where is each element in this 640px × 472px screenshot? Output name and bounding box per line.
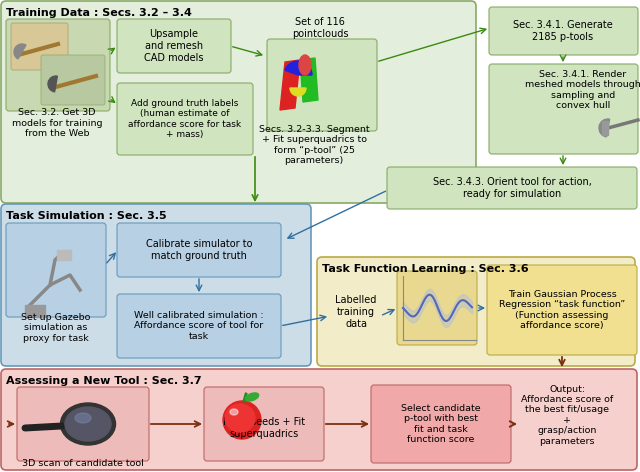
- Ellipse shape: [230, 409, 238, 415]
- FancyBboxPatch shape: [6, 223, 106, 317]
- FancyBboxPatch shape: [117, 294, 281, 358]
- Text: Secs. 3.2-3.3. Segment
+ Fit superquadrics to
form “p-tool” (25
parameters): Secs. 3.2-3.3. Segment + Fit superquadri…: [259, 125, 369, 165]
- FancyBboxPatch shape: [387, 167, 637, 209]
- FancyBboxPatch shape: [6, 19, 110, 111]
- FancyBboxPatch shape: [317, 257, 635, 366]
- FancyBboxPatch shape: [371, 385, 511, 463]
- Ellipse shape: [225, 404, 255, 432]
- FancyBboxPatch shape: [487, 265, 637, 355]
- FancyBboxPatch shape: [204, 387, 324, 461]
- Wedge shape: [48, 76, 58, 92]
- FancyBboxPatch shape: [397, 271, 477, 345]
- Text: Upsample
and remesh
CAD models: Upsample and remesh CAD models: [144, 29, 204, 63]
- Wedge shape: [599, 119, 609, 137]
- Wedge shape: [285, 61, 312, 75]
- FancyBboxPatch shape: [489, 64, 638, 154]
- Text: Sec. 3.4.3. Orient tool for action,
ready for simulation: Sec. 3.4.3. Orient tool for action, read…: [433, 177, 591, 199]
- FancyBboxPatch shape: [117, 19, 231, 73]
- Ellipse shape: [245, 393, 259, 401]
- Text: Sec. 3.2. Get 3D
models for training
from the Web: Sec. 3.2. Get 3D models for training fro…: [12, 108, 102, 138]
- Bar: [602, 121, 608, 135]
- Text: Labelled
training
data: Labelled training data: [335, 295, 377, 329]
- Text: Select candidate
p-tool with best
fit and task
function score: Select candidate p-tool with best fit an…: [401, 404, 481, 444]
- FancyBboxPatch shape: [41, 55, 105, 105]
- Text: Task Function Learning : Sec. 3.6: Task Function Learning : Sec. 3.6: [322, 264, 529, 274]
- Text: Training Data : Secs. 3.2 – 3.4: Training Data : Secs. 3.2 – 3.4: [6, 8, 192, 18]
- Text: Well calibrated simulation :
Affordance score of tool for
task: Well calibrated simulation : Affordance …: [134, 311, 264, 341]
- FancyBboxPatch shape: [1, 1, 476, 203]
- Ellipse shape: [61, 403, 115, 445]
- FancyBboxPatch shape: [489, 7, 638, 55]
- Text: Train Gaussian Process
Regression “task function”
(Function assessing
affordance: Train Gaussian Process Regression “task …: [499, 290, 625, 330]
- FancyBboxPatch shape: [117, 83, 253, 155]
- Wedge shape: [14, 44, 26, 59]
- Bar: [25, 305, 45, 317]
- FancyBboxPatch shape: [267, 39, 377, 131]
- Polygon shape: [300, 58, 318, 102]
- Text: Sec. 3.4.1. Render
meshed models through
sampling and
convex hull: Sec. 3.4.1. Render meshed models through…: [525, 70, 640, 110]
- Ellipse shape: [223, 401, 261, 439]
- Text: Set of 116
pointclouds: Set of 116 pointclouds: [292, 17, 348, 39]
- Ellipse shape: [65, 407, 111, 441]
- FancyBboxPatch shape: [1, 369, 637, 470]
- FancyBboxPatch shape: [17, 387, 149, 461]
- Polygon shape: [280, 60, 300, 110]
- Text: Sec. 3.4.1. Generate
2185 p-tools: Sec. 3.4.1. Generate 2185 p-tools: [513, 20, 613, 42]
- Text: Set up Gazebo
simulation as
proxy for task: Set up Gazebo simulation as proxy for ta…: [21, 313, 91, 343]
- Text: 3D scan of candidate tool: 3D scan of candidate tool: [22, 460, 144, 469]
- Ellipse shape: [75, 413, 91, 423]
- Wedge shape: [290, 88, 306, 96]
- FancyBboxPatch shape: [117, 223, 281, 277]
- Text: Add ground truth labels
(human estimate of
affordance score for task
+ mass): Add ground truth labels (human estimate …: [129, 99, 241, 139]
- Text: Assessing a New Tool : Sec. 3.7: Assessing a New Tool : Sec. 3.7: [6, 376, 202, 386]
- Bar: [57, 250, 71, 260]
- Ellipse shape: [299, 55, 311, 75]
- Text: Calibrate simulator to
match ground truth: Calibrate simulator to match ground trut…: [146, 239, 252, 261]
- FancyBboxPatch shape: [1, 204, 311, 366]
- FancyBboxPatch shape: [11, 23, 68, 70]
- Text: Output:
Affordance score of
the best fit/usage
+
grasp/action
parameters: Output: Affordance score of the best fit…: [521, 385, 613, 446]
- Text: Plant seeds + Fit
superquadrics: Plant seeds + Fit superquadrics: [223, 417, 305, 439]
- Text: Task Simulation : Sec. 3.5: Task Simulation : Sec. 3.5: [6, 211, 166, 221]
